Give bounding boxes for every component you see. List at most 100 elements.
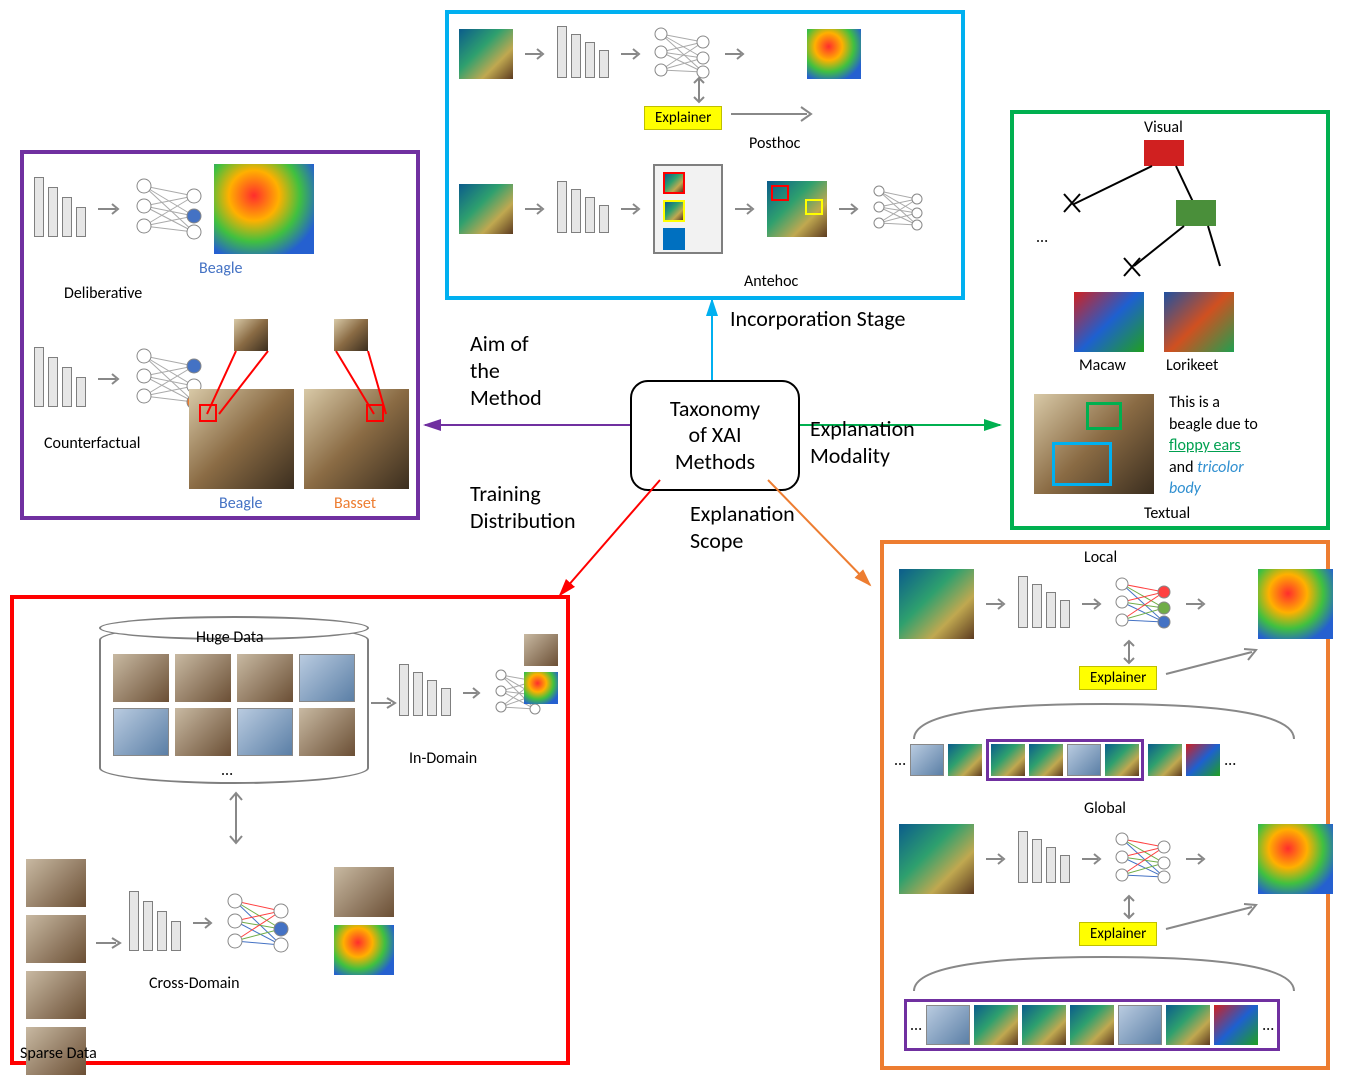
cnn-icon bbox=[1018, 576, 1070, 633]
data-thumb bbox=[175, 654, 231, 702]
cnn-icon bbox=[399, 664, 451, 721]
huge-data-grid bbox=[113, 654, 355, 756]
textual-explanation: This is a beagle due to floppy ears and … bbox=[1169, 392, 1319, 500]
center-node: Taxonomy of XAI Methods bbox=[630, 380, 800, 491]
crossdomain-label: Cross-Domain bbox=[149, 974, 240, 993]
branch-label-aim: Aim of the Method bbox=[470, 330, 542, 411]
data-thumb bbox=[299, 654, 355, 702]
indomain-output bbox=[524, 634, 558, 704]
svg-text:...: ... bbox=[1036, 228, 1048, 247]
indomain-label: In-Domain bbox=[409, 749, 477, 768]
peacock-image bbox=[459, 29, 513, 79]
modality-lorikeet-label: Lorikeet bbox=[1166, 356, 1218, 375]
ellipsis: ... bbox=[1262, 1016, 1274, 1035]
macaw-image bbox=[1074, 292, 1144, 352]
output-thumb-heat bbox=[524, 672, 558, 704]
sparse-thumb bbox=[26, 915, 86, 963]
lorikeet-image bbox=[1164, 292, 1234, 352]
branch-label-incorporation: Incorporation Stage bbox=[730, 305, 905, 332]
bidir-arrow-icon bbox=[1119, 894, 1139, 922]
arrow-icon bbox=[191, 914, 215, 932]
explainer-tag: Explainer bbox=[644, 106, 722, 130]
arrow-icon bbox=[984, 850, 1008, 868]
panel-incorporation: Explainer Posthoc bbox=[445, 10, 965, 300]
aim-beagle2-label: Beagle bbox=[219, 494, 263, 513]
gallery-thumb bbox=[991, 744, 1025, 776]
gallery-thumb bbox=[1029, 744, 1063, 776]
gallery-thumb bbox=[1070, 1005, 1114, 1045]
heatmap-image bbox=[807, 29, 861, 79]
mlp-icon bbox=[134, 174, 204, 244]
gallery-thumb bbox=[1067, 744, 1101, 776]
crossdomain-output bbox=[334, 867, 394, 975]
data-thumb bbox=[237, 654, 293, 702]
heatmap-image bbox=[1258, 569, 1333, 639]
gallery-thumb bbox=[926, 1005, 970, 1045]
sparse-data-strip bbox=[26, 859, 86, 1075]
arrow-icon bbox=[94, 934, 124, 952]
arrow-icon bbox=[984, 595, 1008, 613]
data-thumb bbox=[175, 708, 231, 756]
crossdomain-pipeline bbox=[129, 889, 293, 957]
sparse-data-label: Sparse Data bbox=[20, 1044, 97, 1063]
arrow-icon bbox=[461, 684, 483, 702]
gallery-thumb bbox=[1186, 744, 1220, 776]
inc-antehoc-pipeline bbox=[459, 164, 926, 254]
cnn-icon bbox=[34, 177, 86, 242]
mlp-icon bbox=[1114, 829, 1174, 889]
aim-deliberative-label: Deliberative bbox=[64, 284, 142, 303]
arrow-icon bbox=[96, 369, 124, 389]
data-thumb bbox=[299, 708, 355, 756]
arrow-icon bbox=[523, 200, 547, 218]
cnn-icon bbox=[557, 26, 609, 83]
output-thumb-raw bbox=[334, 867, 394, 917]
arrow-icon bbox=[619, 45, 643, 63]
panel-scope: Local Explainer bbox=[880, 540, 1330, 1070]
ellipsis: ... bbox=[910, 1016, 922, 1035]
gallery-thumb bbox=[1118, 1005, 1162, 1045]
gallery-thumb bbox=[948, 744, 982, 776]
text-and: and bbox=[1169, 458, 1193, 477]
mlp-icon bbox=[225, 889, 293, 957]
scope-global-label: Global bbox=[1084, 799, 1126, 818]
sparse-thumb bbox=[26, 859, 86, 907]
aim-counterfactual-pipeline bbox=[34, 344, 204, 414]
branch-label-modality: Explanation Modality bbox=[810, 415, 915, 469]
aim-deliberative-pipeline bbox=[34, 164, 314, 254]
beagle-image bbox=[189, 389, 294, 489]
arrow-icon bbox=[729, 99, 819, 129]
modality-macaw-label: Macaw bbox=[1079, 356, 1126, 375]
output-thumb-raw bbox=[524, 634, 558, 666]
bidir-arrow-icon bbox=[224, 789, 248, 849]
branch-label-training: Training Distribution bbox=[470, 480, 576, 534]
arrow-icon bbox=[1080, 850, 1104, 868]
ellipsis: ... bbox=[894, 751, 906, 770]
gallery-thumb bbox=[910, 744, 944, 776]
gallery-thumb bbox=[1214, 1005, 1258, 1045]
text-intro: This is a beagle due to bbox=[1169, 393, 1258, 434]
inc-posthoc-pipeline bbox=[459, 24, 861, 84]
text-ears: floppy ears bbox=[1169, 436, 1241, 455]
arrow-icon bbox=[1164, 644, 1264, 684]
heatmap-image bbox=[214, 164, 314, 254]
diagram-canvas: Taxonomy of XAI Methods Aim of the Metho… bbox=[0, 0, 1346, 1080]
output-thumb-heat bbox=[334, 925, 394, 975]
basset-image bbox=[304, 389, 409, 489]
data-thumb bbox=[113, 708, 169, 756]
beagle-annotated-image bbox=[1034, 394, 1154, 494]
arrow-icon bbox=[369, 694, 399, 712]
branch-label-scope: Explanation Scope bbox=[690, 500, 795, 554]
scope-local-gallery: ... ... bbox=[894, 739, 1236, 781]
huge-data-label: Huge Data bbox=[196, 628, 264, 647]
data-thumb bbox=[113, 654, 169, 702]
peacock-image bbox=[899, 824, 974, 894]
scope-local-label: Local bbox=[1084, 548, 1117, 567]
panel-aim: Beagle Deliberative Counterfactual bbox=[20, 150, 420, 520]
arrow-icon bbox=[523, 45, 547, 63]
arrow-icon bbox=[723, 45, 747, 63]
arrow-icon bbox=[1184, 595, 1208, 613]
scope-global-pipeline bbox=[899, 824, 1333, 894]
peacock-image bbox=[899, 569, 974, 639]
gallery-thumb bbox=[1022, 1005, 1066, 1045]
gallery-thumb bbox=[1166, 1005, 1210, 1045]
